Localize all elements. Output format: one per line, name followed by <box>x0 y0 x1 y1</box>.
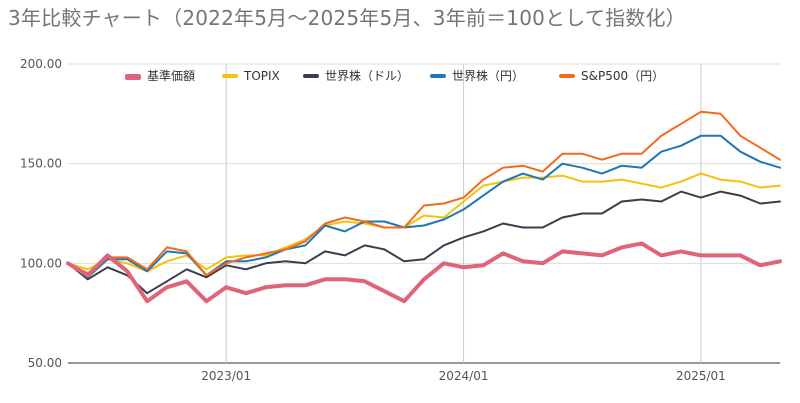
x-tick-label: 2024/01 <box>439 369 489 383</box>
legend: 基準価額 TOPIX 世界株（ドル） 世界株（円） S&P500（円） <box>125 68 664 83</box>
legend-swatch <box>430 74 446 78</box>
legend-label: 世界株（ドル） <box>325 68 409 83</box>
legend-swatch <box>222 74 238 78</box>
x-axis-ticks: 2023/01 2024/01 2025/01 <box>201 369 726 383</box>
legend-swatch <box>125 74 141 80</box>
y-tick-label: 200.00 <box>20 57 62 71</box>
y-axis-ticks: 200.00 150.00 100.00 50.00 <box>20 57 62 370</box>
gridlines <box>68 63 780 364</box>
series-line-4 <box>67 110 781 277</box>
y-tick-label: 150.00 <box>20 157 62 171</box>
legend-label: TOPIX <box>243 69 280 83</box>
series-layer <box>66 110 782 304</box>
series-line-2 <box>67 190 781 295</box>
legend-label: S&P500（円） <box>581 69 664 83</box>
legend-label: 基準価額 <box>147 68 195 83</box>
y-tick-label: 50.00 <box>28 356 62 370</box>
x-tick-label: 2023/01 <box>201 369 251 383</box>
legend-label: 世界株（円） <box>452 68 524 83</box>
series-line-3 <box>67 134 781 279</box>
series-line-0 <box>66 241 782 304</box>
legend-swatch <box>303 74 319 78</box>
legend-swatch <box>559 74 575 78</box>
y-tick-label: 100.00 <box>20 256 62 270</box>
chart-title: 3年比較チャート（2022年5月～2025年5月、3年前＝100として指数化） <box>8 6 686 30</box>
series-line-1 <box>67 172 781 273</box>
x-tick-label: 2025/01 <box>676 369 726 383</box>
